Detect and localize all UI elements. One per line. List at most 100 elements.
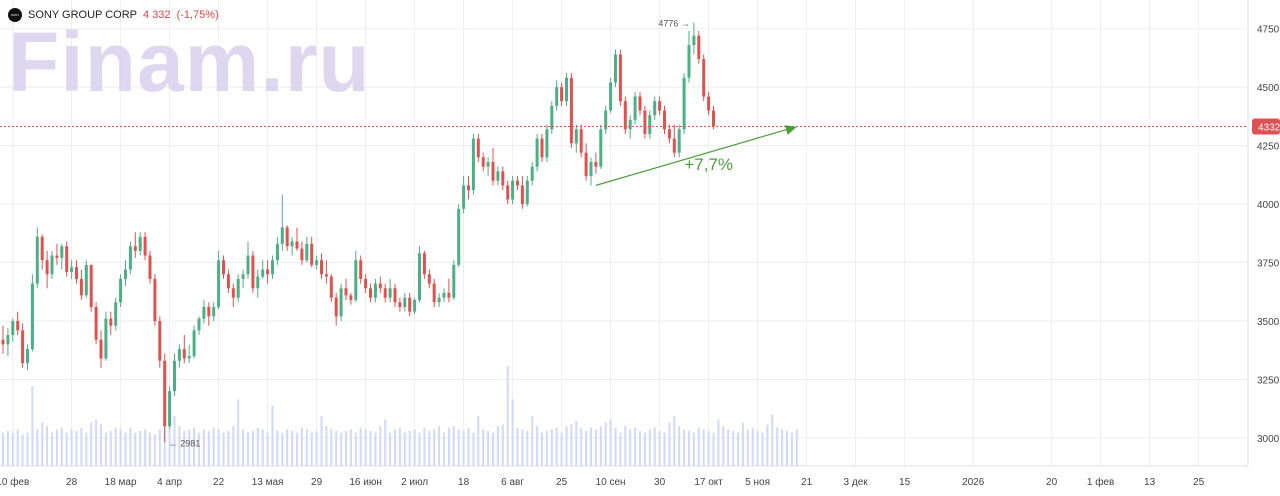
candle	[153, 274, 157, 326]
volume-bar	[727, 429, 730, 466]
candle	[648, 110, 652, 139]
candle-body	[315, 260, 319, 265]
candle-body	[128, 246, 132, 270]
candle	[35, 227, 39, 289]
volume-bar	[697, 427, 700, 466]
candle	[256, 269, 260, 298]
volume-bar	[619, 432, 622, 466]
candle-body	[354, 260, 358, 300]
candle-body	[153, 278, 157, 322]
candle	[369, 283, 372, 303]
volume-bar	[678, 426, 681, 466]
volume-bar	[11, 432, 14, 466]
candle-body	[462, 185, 466, 209]
candle	[707, 91, 711, 116]
candle-body	[271, 260, 274, 275]
candle-body	[89, 264, 93, 307]
chart-grid	[0, 0, 1249, 467]
ticker-name[interactable]: SONY GROUP CORP	[28, 9, 138, 21]
max-price-label: 4776 →	[658, 19, 690, 29]
candle-body	[550, 105, 554, 130]
volume-bar	[330, 429, 333, 466]
candle-body	[614, 54, 617, 83]
candle-body	[275, 243, 279, 261]
candle	[663, 105, 666, 134]
volume-bar	[276, 431, 279, 466]
x-tick-label: 1 фев	[1087, 476, 1114, 488]
candle-body	[565, 77, 568, 102]
volume-bar	[345, 431, 347, 466]
volume-bar	[457, 429, 460, 466]
volume-bar	[217, 429, 220, 466]
volume-bar	[104, 432, 107, 466]
volume-bar	[354, 432, 357, 466]
candle	[535, 133, 539, 172]
volume-bar	[207, 431, 210, 466]
candle-body	[241, 274, 245, 279]
volume-bar	[570, 424, 573, 466]
volume-bar	[472, 432, 475, 466]
x-tick-label: 20	[1046, 477, 1058, 488]
volume-bar	[340, 432, 343, 466]
x-tick-label: 30	[654, 477, 666, 488]
candle-body	[119, 278, 123, 303]
volume-bar	[149, 432, 151, 466]
volume-bar	[193, 427, 196, 466]
candle	[40, 234, 44, 270]
candle	[403, 292, 407, 312]
candle	[60, 243, 64, 270]
candle	[422, 250, 426, 279]
candle	[393, 283, 397, 307]
volume-bar	[90, 422, 93, 466]
candle-body	[511, 180, 515, 200]
candle	[271, 255, 274, 279]
candle	[158, 316, 162, 368]
volume-bar	[394, 429, 396, 466]
volume-bar	[310, 432, 313, 466]
x-axis: 10 фев 28 18 мар 4 апр 22 13 мая 29 16 июн 2 июл…	[0, 476, 1205, 488]
candle-body	[197, 318, 201, 331]
candle-body	[491, 162, 495, 181]
candle	[682, 73, 686, 134]
volume-bar	[144, 429, 147, 466]
volume-bar	[634, 427, 637, 466]
candle-body	[677, 129, 681, 153]
candle	[285, 225, 289, 251]
candle-body	[138, 236, 142, 251]
volume-bar	[428, 431, 431, 466]
volume-bar	[521, 429, 524, 466]
candle	[65, 241, 69, 277]
candle	[569, 73, 573, 148]
x-tick-label: 18	[458, 477, 470, 488]
candle	[496, 166, 500, 186]
x-tick-label: 21	[801, 477, 813, 488]
candle	[75, 260, 78, 284]
candle	[618, 49, 622, 106]
volume-bar	[536, 426, 539, 466]
volume-bar	[188, 429, 191, 466]
volume-bar	[379, 426, 382, 466]
candle	[114, 297, 118, 331]
candle-body	[574, 129, 578, 144]
volume-bar	[124, 432, 127, 466]
volume-bar	[506, 366, 509, 466]
candle	[6, 328, 10, 357]
volume-bar	[737, 432, 739, 466]
candle	[599, 124, 603, 170]
candle-body	[60, 246, 64, 258]
candle	[511, 176, 515, 205]
candle-body	[560, 87, 564, 102]
volume-bar	[212, 427, 215, 466]
candle-body	[422, 253, 426, 275]
candle	[207, 302, 211, 326]
candle	[339, 283, 343, 322]
volume-bar	[271, 406, 274, 466]
candle-body	[501, 171, 505, 186]
volume-bar	[501, 424, 504, 466]
candle	[70, 260, 74, 279]
candle-body	[143, 236, 147, 256]
volume-bar	[266, 432, 269, 466]
volume-bar	[541, 432, 543, 466]
volume-bar	[756, 431, 759, 466]
